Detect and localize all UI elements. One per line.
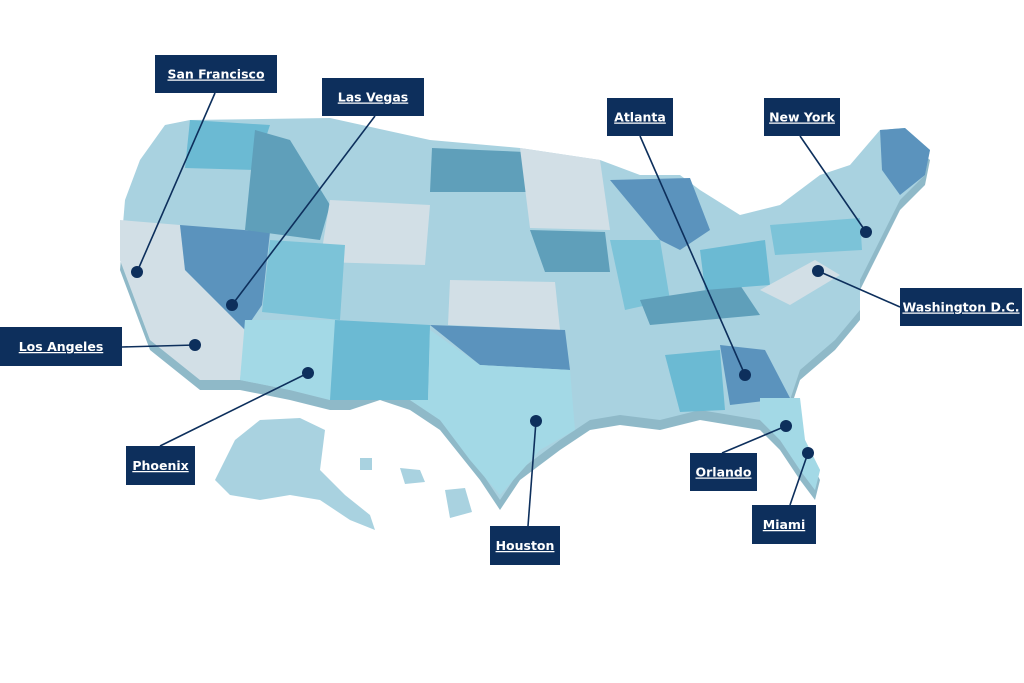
city-dot xyxy=(739,369,751,381)
map-shapes xyxy=(120,118,930,530)
leader-line xyxy=(527,420,537,527)
city-dot xyxy=(226,299,238,311)
callouts: San Francisco Las Vegas Atlanta New York Was… xyxy=(0,55,1022,565)
state xyxy=(240,320,335,400)
state xyxy=(320,200,430,265)
label-box xyxy=(126,446,195,485)
leader-line xyxy=(817,270,901,308)
label-box xyxy=(607,98,673,136)
state xyxy=(448,280,560,330)
label-box xyxy=(0,327,122,366)
leader-line xyxy=(789,452,809,506)
leader-line xyxy=(799,135,867,233)
state xyxy=(430,325,570,370)
city-dot xyxy=(189,339,201,351)
leader-line xyxy=(159,372,309,447)
city-label: Las Vegas xyxy=(338,90,408,105)
city-dot xyxy=(780,420,792,432)
label-box xyxy=(155,55,277,93)
label-box xyxy=(900,288,1022,326)
state xyxy=(880,128,930,195)
city-dot xyxy=(802,447,814,459)
state xyxy=(430,148,530,192)
state xyxy=(180,225,270,330)
state xyxy=(700,240,770,290)
city-label: Houston xyxy=(496,538,555,553)
state xyxy=(760,398,820,490)
state xyxy=(262,240,345,320)
leader-line xyxy=(136,92,216,273)
city-label: Orlando xyxy=(696,465,752,480)
city-label: Miami xyxy=(763,517,805,532)
label-box xyxy=(764,98,840,136)
state xyxy=(120,220,245,380)
state xyxy=(610,240,670,310)
city-label: New York xyxy=(769,110,835,125)
city-dot xyxy=(131,266,143,278)
label-box xyxy=(490,526,560,565)
city-dot xyxy=(530,415,542,427)
state xyxy=(770,218,862,255)
city-dot xyxy=(812,265,824,277)
leader-line xyxy=(639,135,746,376)
city-label: Washington D.C. xyxy=(902,300,1019,315)
label-box xyxy=(752,505,816,544)
state xyxy=(530,230,610,272)
state xyxy=(185,120,270,170)
city-label: Atlanta xyxy=(614,110,666,125)
city-label: Phoenix xyxy=(132,458,188,473)
state xyxy=(520,148,610,230)
leader-line xyxy=(121,344,196,348)
leader-line xyxy=(231,115,376,306)
state xyxy=(330,320,430,400)
hawaii xyxy=(400,468,425,484)
hawaii xyxy=(445,488,472,518)
state xyxy=(720,345,790,405)
city-dot xyxy=(302,367,314,379)
state xyxy=(245,130,330,240)
leader-line xyxy=(721,425,787,454)
city-dot xyxy=(860,226,872,238)
hawaii xyxy=(360,458,372,470)
city-label: San Francisco xyxy=(167,67,264,82)
state xyxy=(640,285,760,325)
alaska xyxy=(215,418,375,530)
label-box xyxy=(690,453,757,491)
state xyxy=(610,178,710,250)
state xyxy=(665,350,725,412)
city-label: Los Angeles xyxy=(19,339,104,354)
label-box xyxy=(322,78,424,116)
